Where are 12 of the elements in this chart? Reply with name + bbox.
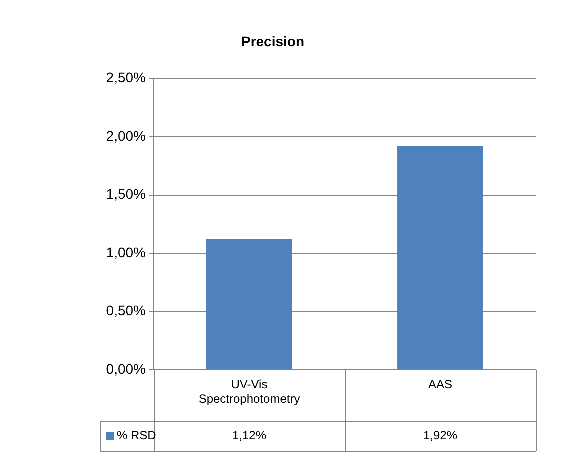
data-label: 1,92% — [423, 428, 458, 442]
y-tick-label: 1,50% — [106, 186, 146, 202]
y-tick-label: 0,00% — [106, 360, 146, 377]
y-tick-label: 2,50% — [106, 70, 146, 86]
y-tick-label: 0,50% — [106, 302, 146, 319]
x-tick-label: UV-Vis Spectrophotometry — [198, 378, 300, 406]
data-label: 1,12% — [232, 428, 267, 442]
chart-title: Precision — [241, 33, 305, 50]
y-tick-label: 2,00% — [106, 128, 146, 144]
y-tick-label: 1,00% — [106, 244, 146, 260]
legend-label: % RSD — [117, 428, 157, 442]
x-tick-label: AAS — [428, 378, 453, 392]
